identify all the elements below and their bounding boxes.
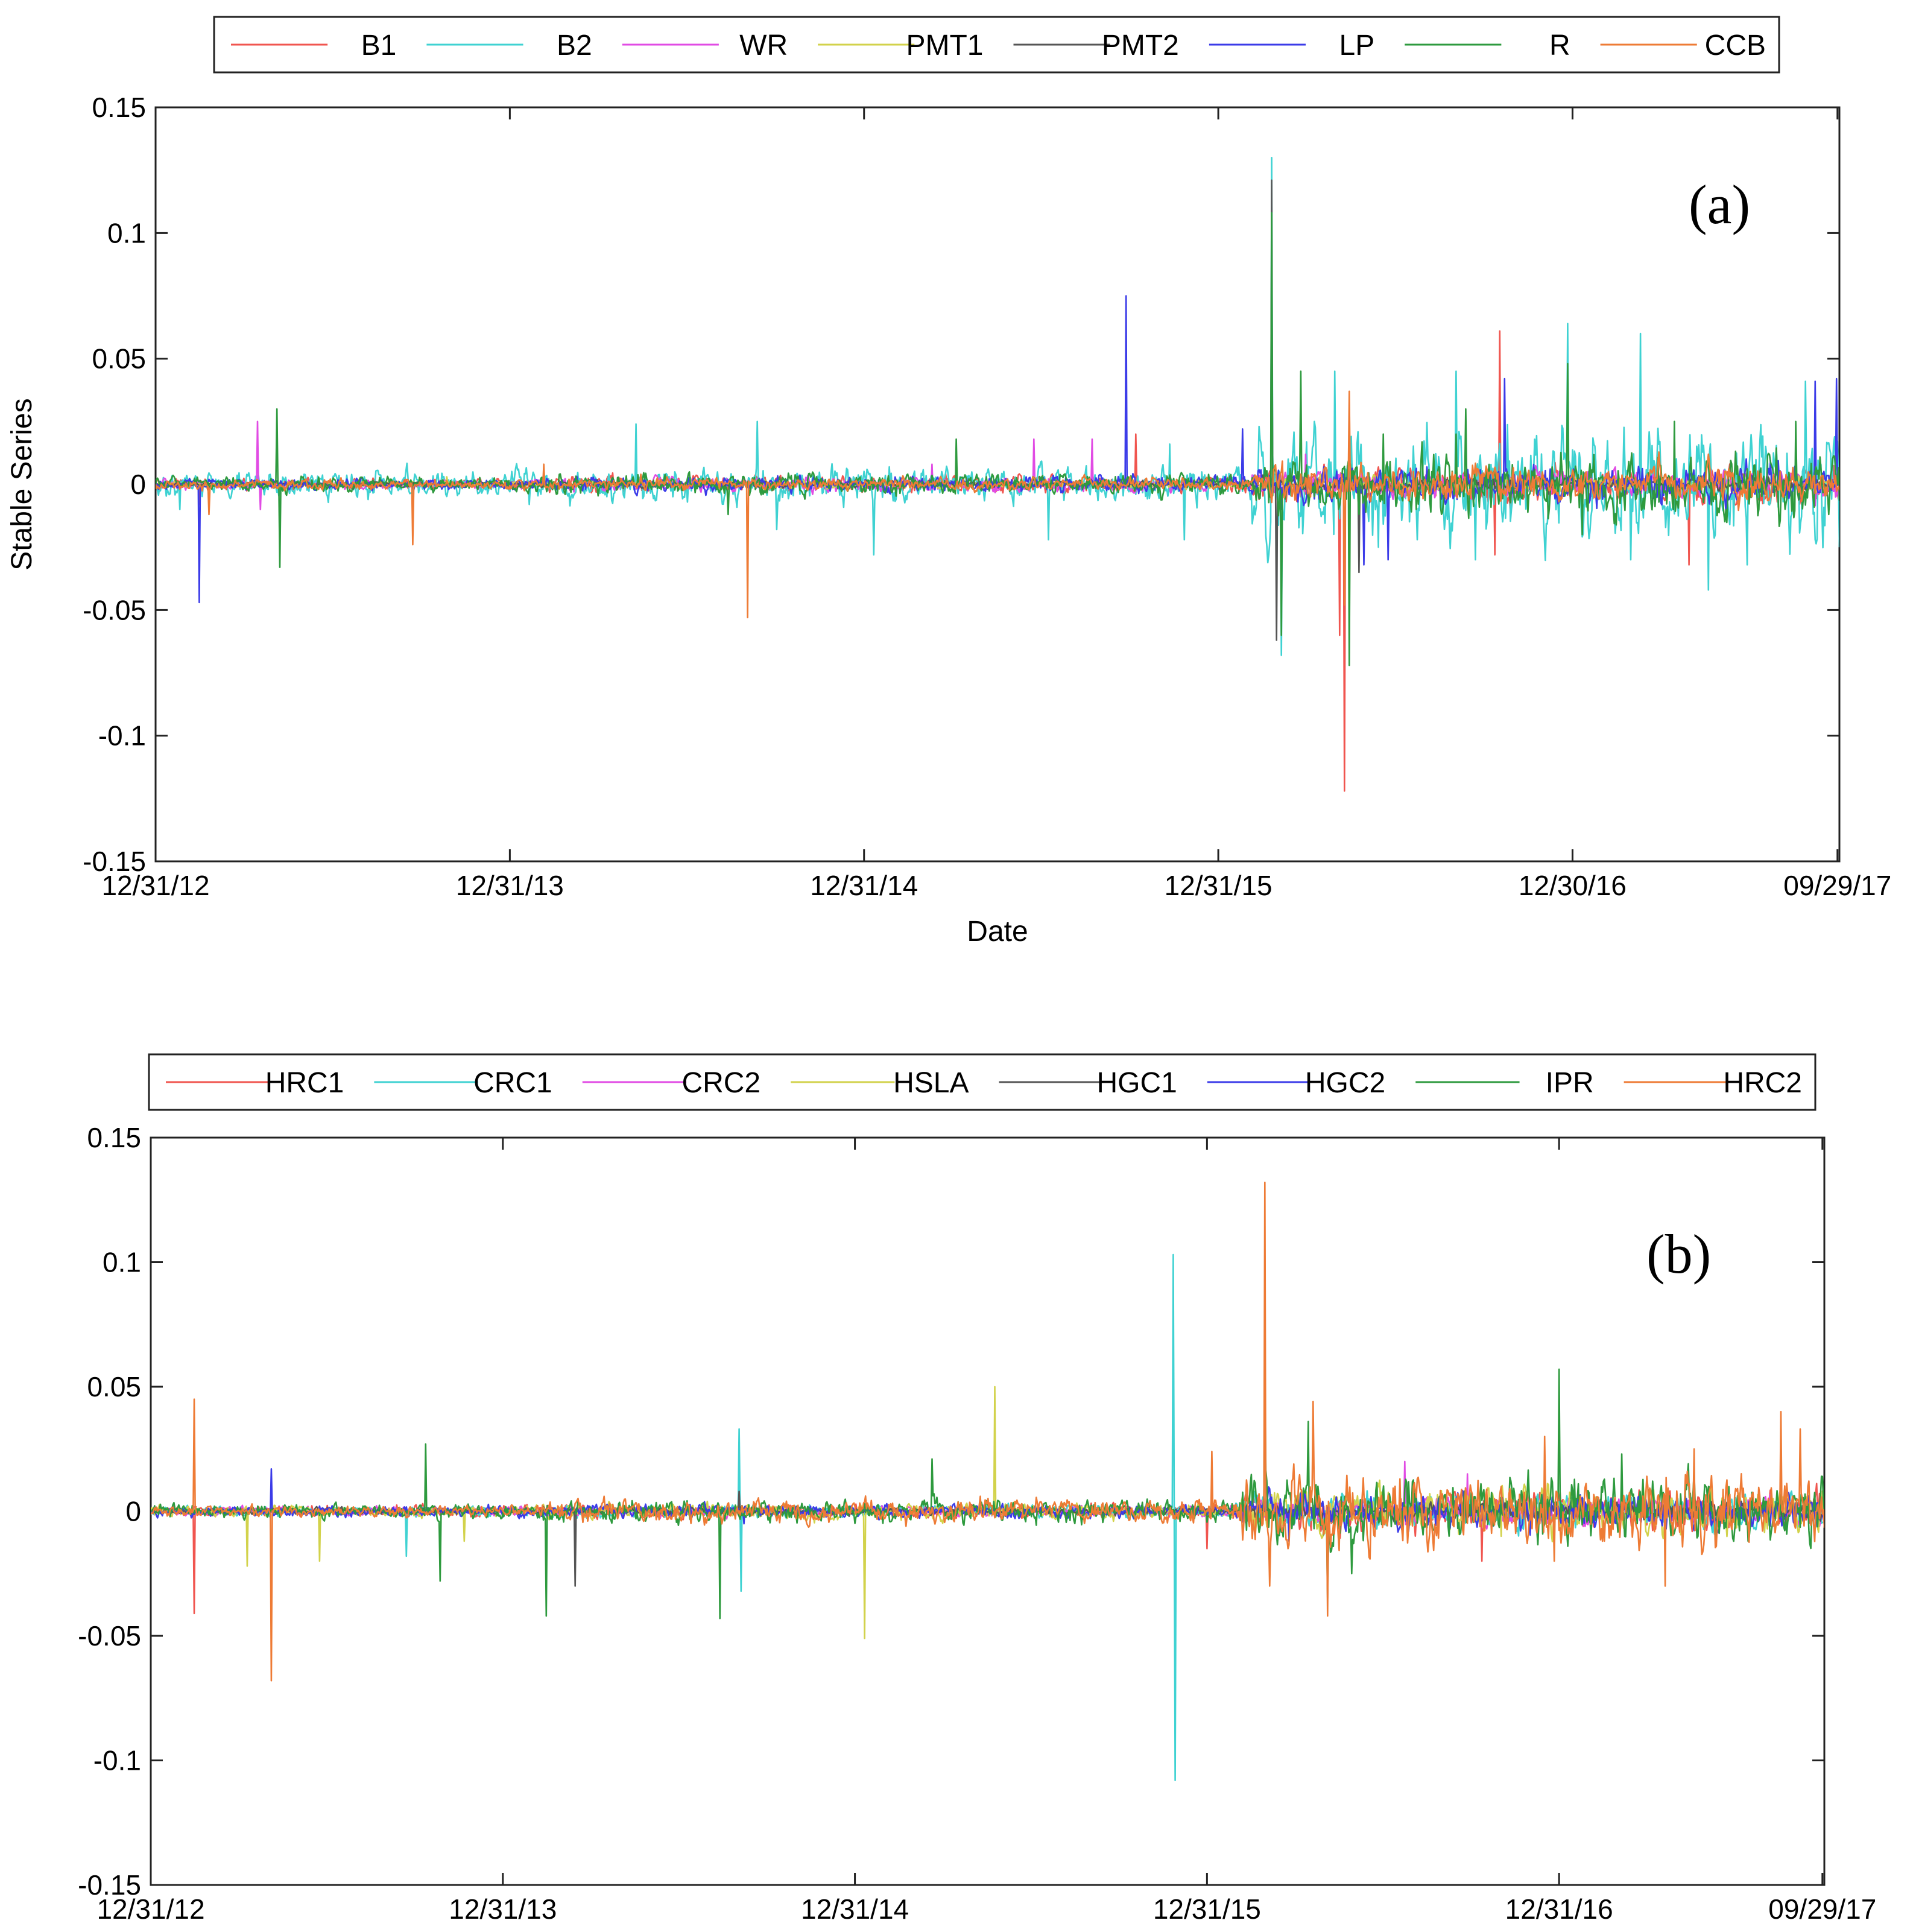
series-line-r bbox=[156, 212, 1839, 667]
x-tick-label: 12/31/13 bbox=[449, 1893, 557, 1925]
x-tick-label: 12/31/14 bbox=[810, 870, 918, 901]
x-tick-label: 12/31/15 bbox=[1153, 1893, 1261, 1925]
legend-label-hgc2: HGC2 bbox=[1305, 1067, 1385, 1099]
legend: HRC1 CRC1 CRC2 HSLA HGC1 HGC2 IPR HRC2 bbox=[148, 1053, 1816, 1111]
series-line-wr bbox=[156, 420, 1839, 510]
x-tick-label: 12/31/12 bbox=[101, 870, 209, 901]
legend-label-crc2: CRC2 bbox=[681, 1067, 760, 1099]
y-tick-label: -0.05 bbox=[78, 1620, 141, 1652]
panel-label: (b) bbox=[1646, 1223, 1711, 1285]
y-tick-label: -0.1 bbox=[98, 720, 146, 752]
series-line-ccb bbox=[156, 390, 1839, 619]
legend-label-ccb: CCB bbox=[1705, 30, 1766, 62]
y-tick-label: -0.15 bbox=[83, 846, 146, 877]
y-tick-label: 0.15 bbox=[87, 1122, 141, 1153]
legend-label-hsla: HSLA bbox=[893, 1067, 969, 1099]
legend-label-pmt2: PMT2 bbox=[1102, 30, 1179, 62]
legend-label-hrc1: HRC1 bbox=[265, 1067, 344, 1099]
y-tick-label: 0 bbox=[125, 1496, 141, 1527]
legend-label-pmt1: PMT1 bbox=[906, 30, 983, 62]
y-tick-label: -0.05 bbox=[83, 594, 146, 626]
x-tick-label: 12/31/16 bbox=[1505, 1893, 1613, 1925]
legend-label-b1: B1 bbox=[361, 30, 397, 62]
legend-label-hrc2: HRC2 bbox=[1723, 1067, 1802, 1099]
x-tick-label: 12/31/13 bbox=[456, 870, 564, 901]
y-tick-label: 0.05 bbox=[92, 343, 146, 375]
x-tick-label: 12/31/12 bbox=[96, 1893, 204, 1925]
x-tick-label: 12/31/15 bbox=[1165, 870, 1273, 901]
y-axis-title: Stable Series bbox=[6, 398, 38, 571]
x-tick-label: 12/30/16 bbox=[1519, 870, 1627, 901]
y-tick-label: 0.1 bbox=[103, 1247, 141, 1278]
x-tick-label: 09/29/17 bbox=[1783, 870, 1891, 901]
legend-label-b2: B2 bbox=[557, 30, 592, 62]
y-tick-label: 0.05 bbox=[87, 1371, 141, 1402]
y-tick-label: -0.1 bbox=[93, 1745, 141, 1776]
legend-label-wr: WR bbox=[739, 30, 788, 62]
x-axis-title: Date bbox=[967, 916, 1028, 948]
series-line-hrc2 bbox=[151, 1182, 1824, 1682]
series-lines bbox=[151, 1182, 1824, 1781]
series-lines bbox=[156, 157, 1839, 792]
y-tick-label: 0 bbox=[130, 469, 146, 500]
y-tick-label: 0.1 bbox=[107, 217, 146, 249]
y-tick-label: 0.15 bbox=[92, 92, 146, 123]
x-tick-label: 12/31/14 bbox=[801, 1893, 909, 1925]
legend-label-ipr: IPR bbox=[1546, 1067, 1594, 1099]
x-tick-label: 09/29/17 bbox=[1768, 1893, 1876, 1925]
y-tick-label: -0.15 bbox=[78, 1869, 141, 1901]
legend: B1 B2 WR PMT1 PMT2 LP R CCB bbox=[213, 16, 1780, 74]
panel-label: (a) bbox=[1689, 174, 1750, 235]
legend-label-lp: LP bbox=[1339, 30, 1375, 62]
legend-label-crc1: CRC1 bbox=[473, 1067, 552, 1099]
legend-label-r: R bbox=[1549, 30, 1570, 62]
legend-label-hgc1: HGC1 bbox=[1097, 1067, 1177, 1099]
